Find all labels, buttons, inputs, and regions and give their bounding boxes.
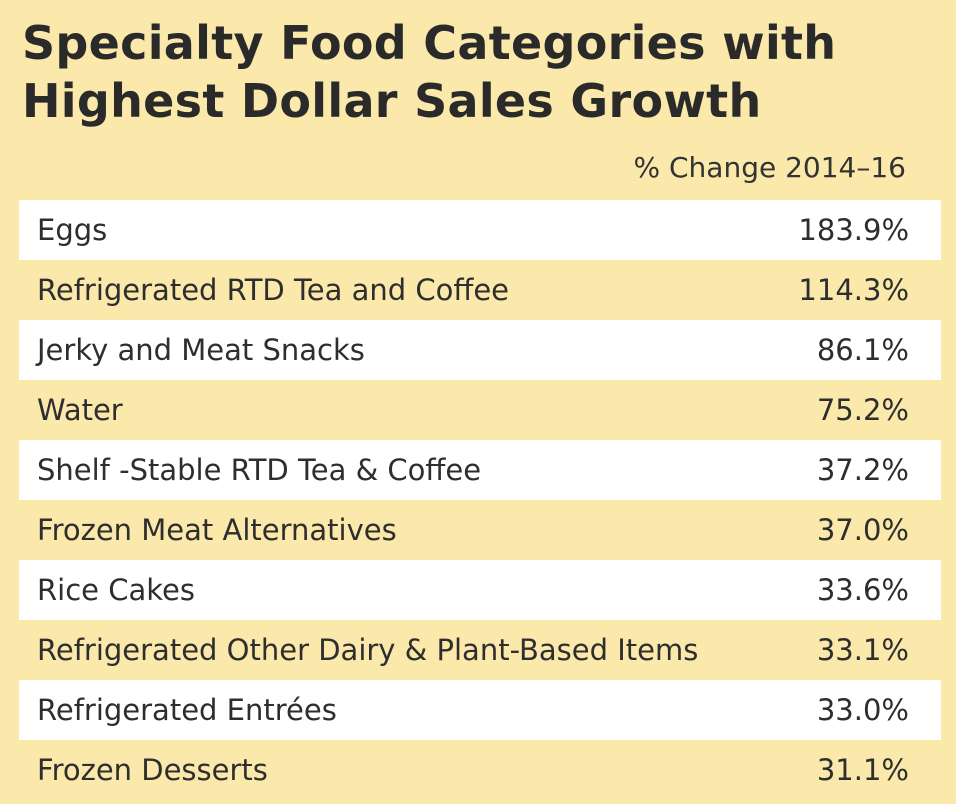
chart-title-line-1: Specialty Food Categories with — [22, 16, 837, 70]
table-row: Eggs 183.9% — [19, 200, 941, 260]
column-header: % Change 2014–16 — [633, 151, 907, 184]
category-label: Eggs — [37, 213, 108, 247]
table-body: Eggs 183.9% Refrigerated RTD Tea and Coffe… — [19, 200, 941, 800]
category-label: Rice Cakes — [37, 573, 195, 607]
table-row: Rice Cakes 33.6% — [19, 560, 941, 620]
category-label: Refrigerated Other Dairy & Plant-Based I… — [37, 633, 699, 667]
category-label: Frozen Desserts — [37, 753, 268, 787]
table-row: Frozen Meat Alternatives 37.0% — [19, 500, 941, 560]
category-label: Frozen Meat Alternatives — [37, 513, 397, 547]
percent-change-value: 33.6% — [816, 573, 909, 607]
table-row: Jerky and Meat Snacks 86.1% — [19, 320, 941, 380]
percent-change-value: 37.2% — [816, 453, 909, 487]
category-label: Jerky and Meat Snacks — [37, 333, 365, 367]
category-label: Shelf -Stable RTD Tea & Coffee — [37, 453, 482, 487]
table-row: Refrigerated RTD Tea and Coffee 114.3% — [19, 260, 941, 320]
percent-change-value: 33.0% — [816, 693, 909, 727]
chart-title: Specialty Food Categories with Highest D… — [22, 14, 942, 130]
table-row: Frozen Desserts 31.1% — [19, 740, 941, 800]
percent-change-value: 33.1% — [816, 633, 909, 667]
category-label: Refrigerated RTD Tea and Coffee — [37, 273, 510, 307]
table-row: Shelf -Stable RTD Tea & Coffee 37.2% — [19, 440, 941, 500]
table-row: Refrigerated Other Dairy & Plant-Based I… — [19, 620, 941, 680]
category-label: Water — [37, 393, 123, 427]
percent-change-value: 31.1% — [816, 753, 909, 787]
percent-change-value: 37.0% — [816, 513, 909, 547]
percent-change-value: 183.9% — [798, 213, 909, 247]
percent-change-value: 114.3% — [798, 273, 909, 307]
percent-change-value: 75.2% — [816, 393, 909, 427]
category-label: Refrigerated Entrées — [37, 693, 337, 727]
percent-change-value: 86.1% — [816, 333, 909, 367]
chart-title-line-2: Highest Dollar Sales Growth — [22, 74, 762, 128]
table-row: Water 75.2% — [19, 380, 941, 440]
table-row: Refrigerated Entrées 33.0% — [19, 680, 941, 740]
